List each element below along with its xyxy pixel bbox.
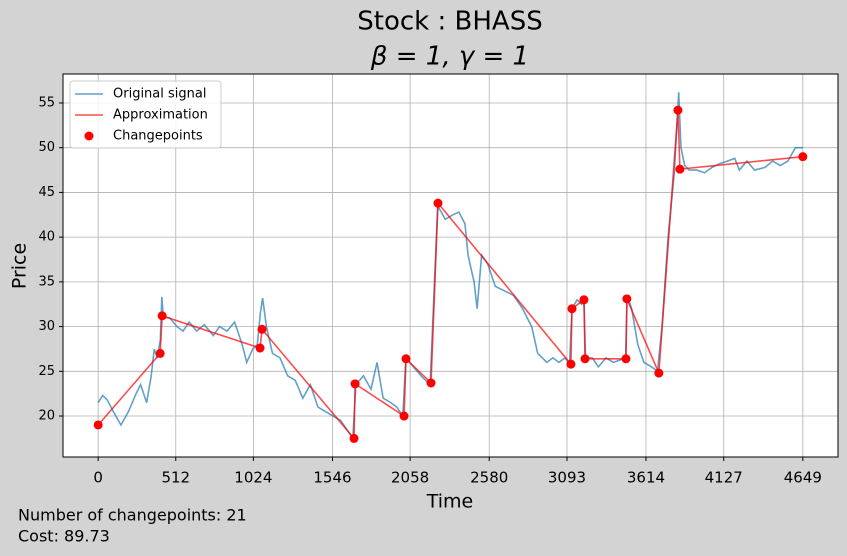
x-tick-label: 3614 [627, 469, 665, 487]
legend-label: Changepoints [113, 129, 203, 144]
y-tick-label: 50 [38, 140, 55, 155]
changepoint [673, 105, 683, 115]
changepoint [654, 368, 664, 378]
y-tick-label: 25 [38, 364, 55, 379]
plot-frame [62, 73, 839, 458]
legend-label: Approximation [113, 108, 208, 123]
legend-box [69, 80, 222, 149]
legend: Original signal Approximation Changepoints [69, 80, 222, 149]
chart-title: Stock : BHASS [357, 7, 542, 37]
x-tick-label: 4127 [705, 469, 743, 487]
changepoint [426, 378, 436, 388]
legend-label: Original signal [113, 87, 206, 102]
x-tick-label: 3093 [548, 469, 586, 487]
changepoint [675, 164, 685, 174]
y-tick-label: 40 [38, 230, 55, 245]
y-tick-label: 55 [38, 95, 55, 110]
changepoint [93, 420, 103, 430]
annotation: Number of changepoints: 21 [18, 506, 247, 525]
x-tick-label: 2580 [470, 469, 508, 487]
changepoint [349, 433, 359, 443]
changepoint [401, 354, 411, 364]
changepoint [566, 359, 576, 369]
changepoint [579, 295, 589, 305]
x-tick-label: 1546 [313, 469, 351, 487]
changepoint [798, 152, 808, 162]
legend-marker [84, 131, 94, 141]
y-tick-label: 30 [38, 319, 55, 334]
x-tick-label: 0 [93, 469, 103, 487]
changepoint [257, 324, 267, 334]
changepoint [399, 411, 409, 421]
x-tick-label: 1024 [234, 469, 272, 487]
changepoint [622, 294, 632, 304]
x-axis-label: Time [426, 491, 474, 513]
changepoint [157, 311, 167, 321]
x-tick-label: 2058 [391, 469, 429, 487]
changepoint [433, 198, 443, 208]
y-axis-label: Price [9, 243, 31, 289]
changepoint [621, 354, 631, 364]
changepoint [155, 348, 165, 358]
x-tick-label: 4649 [784, 469, 822, 487]
y-tick-label: 35 [38, 274, 55, 289]
changepoint [567, 304, 577, 314]
changepoint [580, 354, 590, 364]
chart-subtitle: β = 1, γ = 1 [370, 42, 529, 72]
y-tick-label: 45 [38, 185, 55, 200]
changepoint [255, 343, 265, 353]
y-tick-label: 20 [38, 409, 55, 424]
changepoint [350, 379, 360, 389]
x-tick-label: 512 [161, 469, 190, 487]
annotation: Cost: 89.73 [18, 527, 110, 546]
